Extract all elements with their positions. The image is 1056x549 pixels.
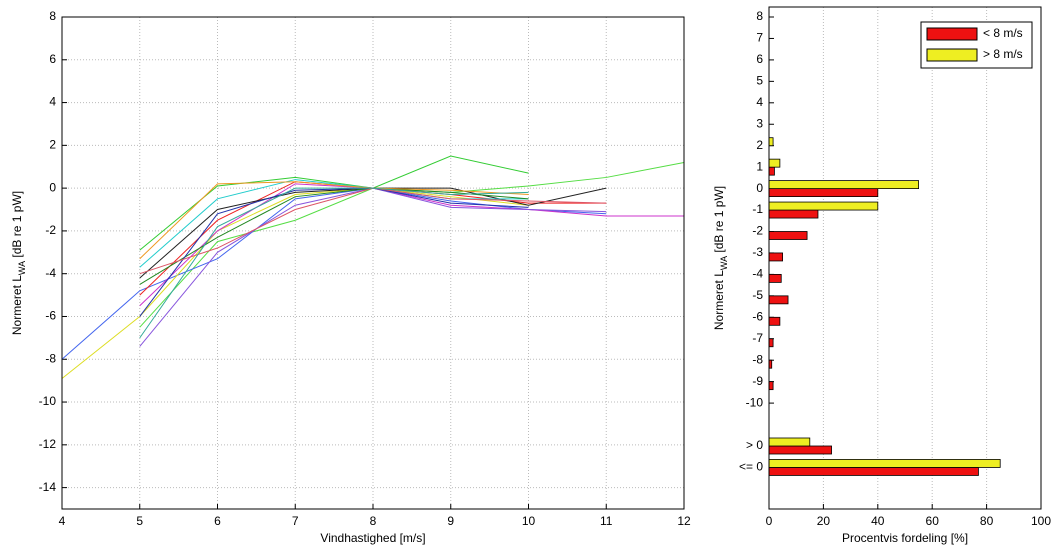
data-line — [139, 187, 529, 317]
data-line — [139, 181, 529, 260]
y-tick-label: 3 — [756, 116, 763, 130]
y-tick-label: 0 — [49, 180, 56, 194]
y-axis-label-part: Normeret L — [712, 270, 726, 330]
bar — [768, 381, 774, 391]
x-tick-label: 10 — [522, 514, 536, 528]
y-tick-label: 8 — [49, 9, 56, 23]
bar — [768, 180, 920, 190]
y-tick-label: 8 — [756, 9, 763, 23]
bar — [768, 209, 819, 219]
y-axis-label-part: [dB re 1 pW] — [10, 191, 24, 261]
legend-label: > 8 m/s — [983, 47, 1023, 61]
bar — [768, 231, 808, 240]
y-tick-label: 2 — [49, 138, 56, 152]
x-tick-label: 100 — [1031, 514, 1051, 528]
y-tick-label: -4 — [45, 266, 56, 280]
bar — [768, 467, 979, 476]
bar — [768, 437, 811, 447]
y-tick-label: > 0 — [746, 438, 763, 452]
bar — [768, 273, 782, 283]
y-tick-label: -12 — [39, 437, 57, 451]
data-line — [139, 187, 529, 339]
bar — [768, 158, 781, 168]
y-tick-label: -10 — [746, 395, 764, 409]
plot-area — [768, 6, 1042, 510]
x-tick-label: 5 — [136, 514, 143, 528]
x-tick-label: 0 — [766, 514, 773, 528]
data-line — [61, 187, 529, 379]
y-tick-label: -5 — [752, 288, 763, 302]
y-tick-label: 6 — [756, 52, 763, 66]
y-axis-label: Normeret LWA [dB re 1 pW] — [10, 191, 27, 335]
bar — [768, 166, 775, 176]
legend-label: < 8 m/s — [983, 26, 1023, 40]
y-axis-label: Normeret LWA [dB re 1 pW] — [712, 186, 729, 330]
plot-area — [61, 16, 685, 510]
y-tick-label: -10 — [39, 394, 57, 408]
y-axis-label-part: [dB re 1 pW] — [712, 186, 726, 256]
y-axis-label-part: Normeret L — [10, 275, 24, 335]
y-tick-label: -14 — [39, 480, 57, 494]
y-tick-label: 7 — [756, 31, 763, 45]
x-tick-label: 6 — [214, 514, 221, 528]
y-tick-label: <= 0 — [739, 460, 763, 474]
y-tick-label: -8 — [752, 352, 763, 366]
bar — [768, 338, 774, 348]
x-axis-label: Vindhastighed [m/s] — [320, 531, 425, 545]
x-tick-label: 8 — [370, 514, 377, 528]
y-tick-label: -2 — [752, 224, 763, 238]
y-tick-label: -1 — [752, 202, 763, 216]
y-tick-label: -6 — [752, 309, 763, 323]
y-tick-label: 4 — [49, 95, 56, 109]
bar — [768, 316, 781, 326]
x-tick-label: 20 — [817, 514, 831, 528]
data-line — [139, 161, 685, 328]
bar — [768, 252, 784, 262]
y-tick-label: -3 — [752, 245, 763, 259]
data-line — [139, 183, 684, 307]
x-tick-label: 7 — [292, 514, 299, 528]
bar — [768, 445, 832, 455]
data-line — [61, 187, 607, 360]
x-tick-label: 80 — [980, 514, 994, 528]
bar — [768, 188, 879, 198]
x-tick-label: 4 — [59, 514, 66, 528]
y-tick-label: 4 — [756, 95, 763, 109]
x-tick-label: 60 — [926, 514, 940, 528]
x-tick-label: 40 — [871, 514, 885, 528]
x-tick-label: 9 — [447, 514, 454, 528]
y-tick-label: -9 — [752, 374, 763, 388]
legend-swatch — [926, 27, 978, 41]
bar — [768, 459, 1001, 468]
y-tick-label: -8 — [45, 351, 56, 365]
y-tick-label: -7 — [752, 331, 763, 345]
y-tick-label: -2 — [45, 223, 56, 237]
bar — [768, 137, 774, 147]
y-tick-label: 0 — [756, 181, 763, 195]
y-tick-label: 5 — [756, 74, 763, 88]
y-tick-label: 6 — [49, 52, 56, 66]
x-axis-label: Procentvis fordeling [%] — [842, 531, 968, 545]
legend-swatch — [926, 48, 978, 62]
y-axis-label-part: WA — [719, 256, 729, 270]
y-axis-label-part: WA — [17, 261, 27, 275]
y-tick-label: -4 — [752, 267, 763, 281]
data-line — [139, 187, 607, 347]
x-tick-label: 11 — [600, 514, 613, 528]
y-tick-label: 1 — [756, 159, 763, 173]
bar — [768, 201, 879, 211]
y-tick-label: -6 — [45, 309, 56, 323]
bar — [768, 295, 789, 305]
y-tick-label: 2 — [756, 138, 763, 152]
x-tick-label: 12 — [677, 514, 691, 528]
